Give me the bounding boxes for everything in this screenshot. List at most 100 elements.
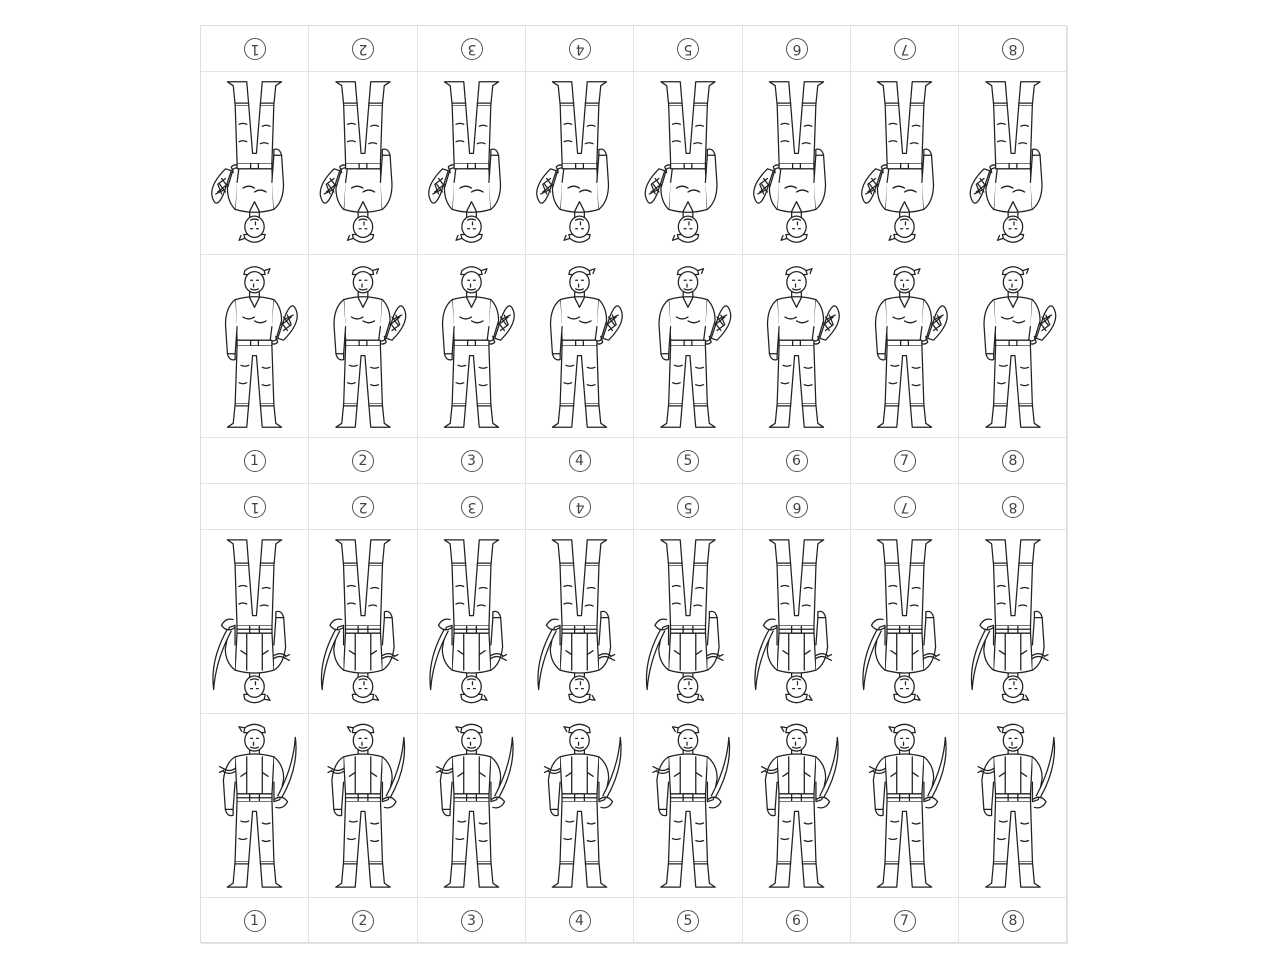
pirate-illustration: [743, 255, 850, 437]
figure-number: 1: [243, 909, 266, 932]
number-cell: 1: [201, 484, 309, 530]
number-cell: 8: [959, 26, 1068, 72]
pirate-illustration: [526, 72, 633, 254]
figure-number: 4: [568, 37, 591, 60]
figure-number: 7: [893, 495, 916, 518]
number-cell: 4: [526, 484, 634, 530]
number-cell: 4: [526, 898, 634, 944]
pirate-illustration: [309, 530, 417, 713]
number-cell: 6: [743, 438, 851, 484]
figure-number: 5: [677, 449, 699, 472]
pirate-with-cutlass-front-figure: [526, 714, 634, 898]
pirate-illustration: [418, 714, 525, 897]
number-cell: 7: [851, 26, 959, 72]
pirate-illustration: [959, 530, 1067, 713]
pirate-with-club-back-figure: [743, 72, 851, 255]
number-cell: 5: [634, 484, 743, 530]
pirate-illustration: [418, 72, 525, 254]
pirate-with-club-back-figure: [526, 72, 634, 255]
pirate-illustration: [418, 530, 525, 713]
pirate-with-cutlass-back-figure: [959, 530, 1068, 714]
figure-number: 3: [460, 495, 483, 518]
pirate-with-club-back-figure: [309, 72, 418, 255]
number-cell: 6: [743, 898, 851, 944]
pirate-with-club-front-figure: [743, 255, 851, 438]
miniature-sheet: 1 2 3 4 5 6 7 8: [200, 25, 1068, 944]
pirate-with-cutlass-back-figure: [851, 530, 959, 714]
number-cell: 2: [309, 26, 418, 72]
number-cell: 3: [418, 438, 526, 484]
figure-number: 5: [677, 495, 699, 518]
figure-number: 6: [785, 495, 808, 518]
number-cell: 5: [634, 438, 743, 484]
pirate-illustration: [309, 714, 417, 897]
pirate-illustration: [634, 72, 742, 254]
pirate-with-cutlass-back-figure: [309, 530, 418, 714]
pirate-with-club-back-figure: [418, 72, 526, 255]
pirate-illustration: [201, 255, 308, 437]
pirate-with-club-back-figure: [201, 72, 309, 255]
figure-number: 7: [893, 37, 916, 60]
figure-number: 6: [785, 909, 808, 932]
figure-number: 2: [352, 37, 374, 60]
number-cell: 6: [743, 26, 851, 72]
number-cell: 8: [959, 438, 1068, 484]
pirate-with-cutlass-front-figure: [743, 714, 851, 898]
pirate-with-club-back-figure: [634, 72, 743, 255]
figure-number: 2: [352, 495, 374, 518]
pirate-with-cutlass-front-figure: [634, 714, 743, 898]
number-cell: 4: [526, 438, 634, 484]
pirate-illustration: [634, 530, 742, 713]
pirate-with-cutlass-back-figure: [634, 530, 743, 714]
figure-number: 1: [243, 495, 266, 518]
pirate-with-club-front-figure: [526, 255, 634, 438]
figure-number: 4: [568, 909, 591, 932]
figure-number: 4: [568, 495, 591, 518]
pirate-illustration: [851, 255, 958, 437]
pirate-illustration: [851, 530, 958, 713]
number-cell: 4: [526, 26, 634, 72]
pirate-illustration: [743, 714, 850, 897]
pirate-illustration: [634, 714, 742, 897]
pirate-illustration: [743, 530, 850, 713]
pirate-with-cutlass-front-figure: [201, 714, 309, 898]
pirate-illustration: [743, 72, 850, 254]
pirate-with-club-front-figure: [851, 255, 959, 438]
pirate-with-club-front-figure: [959, 255, 1068, 438]
pirate-illustration: [201, 530, 308, 713]
number-cell: 7: [851, 484, 959, 530]
number-cell: 1: [201, 438, 309, 484]
pirate-with-cutlass-front-figure: [418, 714, 526, 898]
pirate-illustration: [959, 714, 1067, 897]
number-cell: 3: [418, 26, 526, 72]
pirate-with-cutlass-back-figure: [418, 530, 526, 714]
pirate-with-club-front-figure: [201, 255, 309, 438]
pirate-illustration: [851, 714, 958, 897]
figure-number: 3: [460, 909, 483, 932]
figure-number: 3: [460, 449, 483, 472]
number-cell: 3: [418, 898, 526, 944]
pirate-illustration: [201, 714, 308, 897]
pirate-with-cutlass-front-figure: [309, 714, 418, 898]
pirate-with-cutlass-front-figure: [851, 714, 959, 898]
number-cell: 8: [959, 898, 1068, 944]
pirate-with-cutlass-front-figure: [959, 714, 1068, 898]
figure-number: 8: [1002, 37, 1024, 60]
figure-number: 7: [893, 449, 916, 472]
number-cell: 7: [851, 438, 959, 484]
pirate-illustration: [201, 72, 308, 254]
number-cell: 5: [634, 898, 743, 944]
pirate-illustration: [309, 255, 417, 437]
figure-number: 8: [1002, 495, 1024, 518]
number-cell: 2: [309, 438, 418, 484]
pirate-illustration: [526, 714, 633, 897]
pirate-illustration: [959, 72, 1067, 254]
pirate-with-club-back-figure: [851, 72, 959, 255]
pirate-with-club-front-figure: [309, 255, 418, 438]
number-cell: 3: [418, 484, 526, 530]
figure-number: 7: [893, 909, 916, 932]
pirate-with-cutlass-back-figure: [743, 530, 851, 714]
figure-number: 5: [677, 909, 699, 932]
number-cell: 5: [634, 26, 743, 72]
figure-number: 3: [460, 37, 483, 60]
